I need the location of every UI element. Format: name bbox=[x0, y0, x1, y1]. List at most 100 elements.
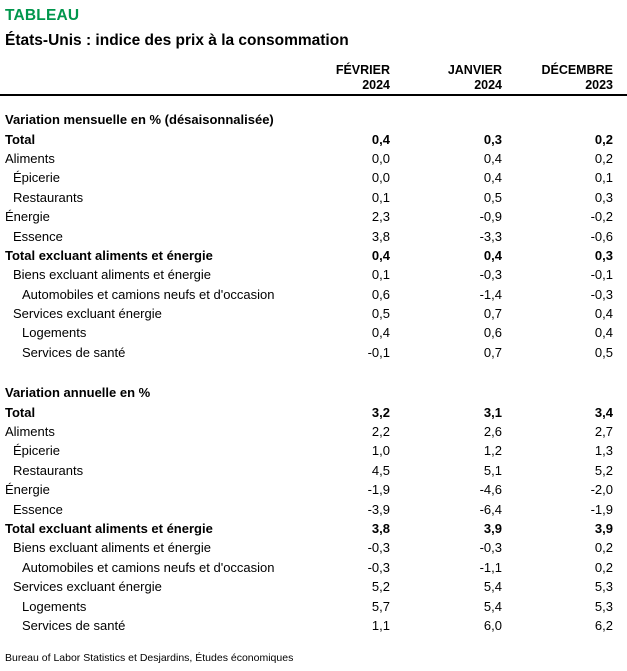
row-label: Logements bbox=[22, 325, 87, 341]
row-value: -0,3 bbox=[479, 267, 502, 283]
row-label: Énergie bbox=[5, 209, 50, 225]
row-value: 0,6 bbox=[371, 286, 390, 302]
row-label: Restaurants bbox=[13, 189, 84, 205]
row-value: -2,0 bbox=[590, 482, 613, 498]
row-value: 0,6 bbox=[483, 325, 502, 341]
row-value: -6,4 bbox=[479, 501, 502, 517]
row-value: 0,4 bbox=[371, 131, 390, 147]
row-value: 0,1 bbox=[371, 189, 390, 205]
row-value: 5,3 bbox=[594, 579, 613, 595]
row-value: 3,2 bbox=[371, 404, 390, 420]
table-row: Restaurants 4,5 5,1 5,2 bbox=[5, 461, 613, 480]
row-value: 5,4 bbox=[483, 598, 502, 614]
table-row: Services excluant énergie 0,5 0,7 0,4 bbox=[5, 304, 613, 323]
row-value: 0,3 bbox=[483, 131, 502, 147]
row-value: 5,3 bbox=[594, 598, 613, 614]
row-value: -1,9 bbox=[367, 482, 390, 498]
row-value: 0,4 bbox=[594, 325, 613, 341]
row-value: -0,1 bbox=[590, 267, 613, 283]
column-header-year: 2024 bbox=[474, 77, 502, 92]
row-value: 5,2 bbox=[594, 462, 613, 478]
row-value: -3,9 bbox=[367, 501, 390, 517]
row-value: 0,0 bbox=[371, 150, 390, 166]
row-value: -3,3 bbox=[479, 228, 502, 244]
row-value: 1,3 bbox=[594, 443, 613, 459]
table-row: Biens excluant aliments et énergie -0,3 -0… bbox=[5, 538, 613, 557]
row-value: 0,4 bbox=[483, 247, 502, 263]
row-value: 2,6 bbox=[483, 424, 502, 440]
row-value: -4,6 bbox=[479, 482, 502, 498]
row-value: 6,2 bbox=[594, 617, 613, 633]
row-value: -0,3 bbox=[367, 559, 390, 575]
row-value: 1,0 bbox=[371, 443, 390, 459]
row-label: Total excluant aliments et énergie bbox=[5, 247, 213, 263]
row-value: 2,3 bbox=[371, 209, 390, 225]
table-row: Logements 0,4 0,6 0,4 bbox=[5, 323, 613, 342]
row-value: 3,8 bbox=[371, 228, 390, 244]
table-row: Services excluant énergie 5,2 5,4 5,3 bbox=[5, 577, 613, 596]
row-value: -1,1 bbox=[479, 559, 502, 575]
row-label: Automobiles et camions neufs et d'occasi… bbox=[22, 559, 275, 575]
row-value: 0,7 bbox=[483, 306, 502, 322]
source-note: Bureau of Labor Statistics et Desjardins… bbox=[5, 652, 294, 665]
row-label: Restaurants bbox=[13, 462, 84, 478]
row-value: 3,1 bbox=[483, 404, 502, 420]
column-header-year: 2023 bbox=[585, 77, 613, 92]
row-label: Aliments bbox=[5, 150, 55, 166]
row-value: 4,5 bbox=[371, 462, 390, 478]
table-row: Épicerie 1,0 1,2 1,3 bbox=[5, 441, 613, 460]
row-value: 0,3 bbox=[594, 189, 613, 205]
row-label: Épicerie bbox=[13, 170, 60, 186]
row-label: Essence bbox=[13, 501, 63, 517]
column-header-december: DÉCEMBRE 2023 bbox=[502, 63, 613, 92]
row-value: -0,2 bbox=[590, 209, 613, 225]
table-section: Variation mensuelle en % (désaisonnalisé… bbox=[5, 110, 613, 362]
column-header-spacer bbox=[5, 63, 278, 92]
row-value: 1,1 bbox=[371, 617, 390, 633]
column-header-january: JANVIER 2024 bbox=[390, 63, 502, 92]
row-label: Automobiles et camions neufs et d'occasi… bbox=[22, 286, 275, 302]
row-value: 0,2 bbox=[594, 559, 613, 575]
row-value: 0,0 bbox=[371, 170, 390, 186]
row-value: 3,4 bbox=[594, 404, 613, 420]
row-value: -0,1 bbox=[367, 344, 390, 360]
table-section: Variation annuelle en % Total 3,2 3,1 3,4 Ali… bbox=[5, 383, 613, 635]
table-row: Énergie 2,3 -0,9 -0,2 bbox=[5, 207, 613, 226]
row-value: 0,4 bbox=[483, 170, 502, 186]
table-row: Total excluant aliments et énergie 3,8 3,9… bbox=[5, 519, 613, 538]
row-value: 2,2 bbox=[371, 424, 390, 440]
table-row: Total 0,4 0,3 0,2 bbox=[5, 129, 613, 148]
row-label: Biens excluant aliments et énergie bbox=[13, 267, 212, 283]
row-label: Aliments bbox=[5, 424, 55, 440]
row-value: 1,2 bbox=[483, 443, 502, 459]
row-value: -1,4 bbox=[479, 286, 502, 302]
table-row: Aliments 0,0 0,4 0,2 bbox=[5, 149, 613, 168]
table-row: Épicerie 0,0 0,4 0,1 bbox=[5, 168, 613, 187]
row-value: 2,7 bbox=[594, 424, 613, 440]
row-value: 3,9 bbox=[594, 521, 613, 536]
row-label: Total bbox=[5, 404, 36, 420]
row-value: 5,1 bbox=[483, 462, 502, 478]
column-header-february: FÉVRIER 2024 bbox=[278, 63, 390, 92]
row-value: 0,2 bbox=[594, 540, 613, 556]
row-value: 0,7 bbox=[483, 344, 502, 360]
table-row: Total 3,2 3,1 3,4 bbox=[5, 402, 613, 421]
row-value: 0,1 bbox=[594, 170, 613, 186]
row-value: 5,2 bbox=[371, 579, 390, 595]
table-row: Essence -3,9 -6,4 -1,9 bbox=[5, 499, 613, 518]
row-value: 0,5 bbox=[594, 344, 613, 360]
row-value: 0,2 bbox=[594, 131, 613, 147]
row-value: 0,4 bbox=[371, 325, 390, 341]
row-value: 0,3 bbox=[594, 247, 613, 263]
table-row: Services de santé -0,1 0,7 0,5 bbox=[5, 343, 613, 362]
row-value: 5,7 bbox=[371, 598, 390, 614]
row-label: Total excluant aliments et énergie bbox=[5, 521, 213, 536]
page-title: États-Unis : indice des prix à la consom… bbox=[5, 32, 349, 49]
table-row: Aliments 2,2 2,6 2,7 bbox=[5, 422, 613, 441]
row-value: 0,4 bbox=[483, 150, 502, 166]
table-row: Énergie -1,9 -4,6 -2,0 bbox=[5, 480, 613, 499]
column-header-month: JANVIER bbox=[447, 63, 502, 77]
column-headers: FÉVRIER 2024 JANVIER 2024 DÉCEMBRE 2023 bbox=[0, 63, 627, 96]
section-title: Variation mensuelle en % (désaisonnalisé… bbox=[5, 112, 274, 128]
